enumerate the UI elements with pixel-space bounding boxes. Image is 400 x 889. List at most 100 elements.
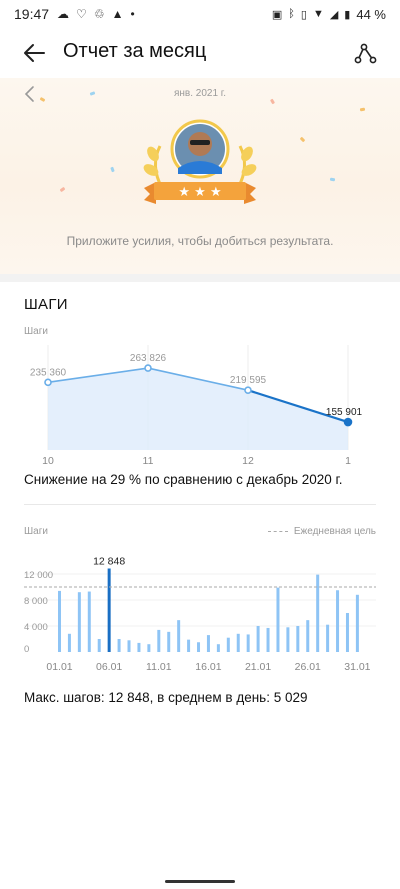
data-label: 263 826 [130,353,167,364]
x-tick-label: 31.01 [344,661,370,673]
bar [276,587,280,652]
stars-icon: ★ ★ ★ [178,185,221,200]
x-tick-label: 1 [345,455,351,467]
avatar [170,119,230,179]
line-chart-y-caption: Шаги [24,326,48,337]
bar [326,624,330,652]
bar [117,639,121,652]
bar [167,631,171,652]
chevron-left-icon[interactable] [20,84,40,104]
bar [58,590,61,652]
y-tick-label: 8 000 [24,596,48,607]
vibrate-icon: ▯ [300,8,307,21]
comparison-summary: Снижение на 29 % по сравнению с декабрь … [24,472,343,487]
bar [296,626,300,652]
x-tick-label: 16.01 [195,661,221,673]
signal-icon: ◢ [329,8,339,21]
bluetooth-icon: ᛒ [288,8,295,20]
bar [355,594,359,652]
monthly-steps-chart[interactable]: 235 360 10 263 826 11 219 595 12 155 901 1 [0,340,400,470]
x-tick-label: 11.01 [146,661,172,673]
battery-icon: ▮ [344,8,351,21]
bar [306,620,310,652]
daily-steps-chart[interactable]: 0 4 000 8 000 12 000 12 848 01.01 06.01 11.01 16… [0,540,400,680]
bar [187,639,191,652]
auto-icon: ▣ [271,8,283,21]
data-point [244,386,252,395]
bar [137,642,141,652]
bar [127,640,131,652]
hero-tagline: Приложите усилия, чтобы добиться результ… [66,234,334,248]
data-point [44,378,52,387]
bar [87,591,91,652]
data-point [343,417,353,427]
dot-icon: • [130,7,135,21]
bar [97,639,101,652]
area-fill [48,368,348,450]
recycle-icon: ♲ [93,7,105,21]
status-time: 19:47 [14,6,50,22]
section-divider [0,274,400,282]
confetti-icon [269,98,276,105]
hero-banner: янв. 2021 г. ★ ★ ★ Приложите ус [0,78,400,274]
confetti-icon [359,107,366,112]
goal-legend: Ежедневная цель [267,526,376,537]
x-tick-label: 12 [242,455,254,467]
x-tick-label: 01.01 [46,661,72,673]
series-line-segment [147,367,249,391]
bar [336,590,340,652]
bar-chart-y-caption: Шаги [24,526,48,537]
bar [266,627,270,652]
y-tick-label: 0 [24,644,29,655]
x-tick-label: 11 [143,455,154,467]
steps-stats: Макс. шагов: 12 848, в среднем в день: 5… [24,690,308,705]
bar [197,642,201,652]
ribbon: ★ ★ ★ [144,182,256,204]
data-point [144,364,152,372]
award-badge: ★ ★ ★ [143,119,257,204]
confetti-icon [59,186,66,193]
wifi-icon: ▼ [312,8,324,20]
y-tick-label: 4 000 [24,622,48,633]
app-bar: Отчет за месяц [0,30,400,76]
data-label: 219 595 [230,375,267,386]
bar [206,635,210,652]
page-title: Отчет за месяц [63,40,207,62]
confetti-icon [329,177,336,182]
confetti-icon [299,136,306,143]
confetti-icon [110,166,115,173]
bar [216,644,220,652]
bar [77,592,81,652]
status-left-icons: ☁ ♡ ♲ ▲ • [57,7,135,21]
bar [157,629,161,652]
x-tick-label: 06.01 [96,661,122,673]
bar [107,568,111,652]
data-label: 155 901 [326,407,363,418]
bar [345,613,349,652]
dashed-line-icon [267,531,288,532]
bar [226,637,230,652]
heart-pulse-icon: ♡ [76,7,87,21]
status-right-icons: ▣ ᛒ ▯ ▼ ◢ ▮ 44 % [272,7,386,22]
data-label: 235 360 [30,367,67,378]
bar [286,627,290,652]
arrow-left-icon[interactable] [20,38,50,68]
x-tick-label: 10 [42,455,54,467]
series-line-segment [47,367,149,384]
y-tick-label: 12 000 [24,570,53,581]
battery-level: 44 % [356,6,386,22]
bar [246,634,250,652]
month-label: янв. 2021 г. [173,88,227,99]
share-icon[interactable] [350,38,380,68]
x-tick-label: 21.01 [245,661,271,673]
bar [177,620,181,652]
home-indicator[interactable] [165,880,235,883]
bar [236,633,240,652]
status-bar: 19:47 ☁ ♡ ♲ ▲ • ▣ ᛒ ▯ ▼ ◢ ▮ 44 % [0,0,400,28]
bar [67,633,71,652]
triangle-icon: ▲ [111,7,124,21]
goal-legend-label: Ежедневная цель [293,526,376,537]
laurel-icon [143,145,257,189]
bar [147,644,151,652]
section-title: ШАГИ [24,296,68,313]
